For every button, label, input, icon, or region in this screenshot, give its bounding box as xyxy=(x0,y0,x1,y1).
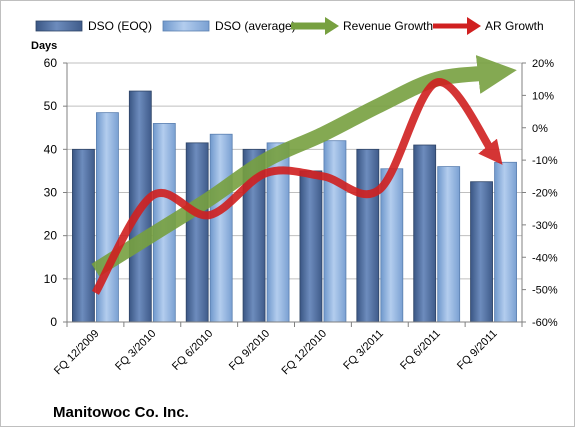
legend-label: Revenue Growth xyxy=(343,19,433,33)
y-right-tick-label: -10% xyxy=(532,155,558,167)
y-left-tick-label: 30 xyxy=(44,186,58,200)
bar-dso-average xyxy=(209,133,233,323)
y-left-tick-label: 0 xyxy=(50,315,57,329)
legend-label: AR Growth xyxy=(485,19,544,33)
legend-arrowhead xyxy=(467,17,481,35)
y-left-tick-label: 10 xyxy=(44,272,58,286)
legend-swatch xyxy=(162,20,210,32)
y-right-tick-label: -40% xyxy=(532,252,558,264)
bar-dso-eoq xyxy=(72,148,95,323)
bar-dso-average xyxy=(323,140,347,323)
growth-lines xyxy=(91,55,517,295)
y-left-tick-label: 40 xyxy=(44,142,58,156)
y-right-tick-label: -20% xyxy=(532,188,558,200)
y-right-tick-label: -30% xyxy=(532,220,558,232)
x-tick-label: FQ 12/2009 xyxy=(52,328,102,378)
y-right-tick-label: -60% xyxy=(532,317,558,329)
line-ar-growth xyxy=(91,78,503,295)
legend-label: DSO (EOQ) xyxy=(88,19,152,33)
legend-swatch xyxy=(35,20,83,32)
x-tick-label: FQ 12/2010 xyxy=(279,328,329,378)
x-tick-label: FQ 3/2011 xyxy=(341,328,386,373)
y-left-tick-label: 20 xyxy=(44,229,58,243)
bar-dso-eoq xyxy=(413,144,437,323)
x-tick-label: FQ 6/2010 xyxy=(170,328,215,373)
y-right-tick-label: -50% xyxy=(532,285,558,297)
y-left-tick-label: 50 xyxy=(44,99,58,113)
y-left-tick-label: 60 xyxy=(44,56,58,70)
bar-dso-average xyxy=(380,168,404,323)
bar-dso-average xyxy=(437,166,461,323)
legend: DSO (EOQ) DSO (average) Revenue Growth AR G… xyxy=(35,17,544,35)
x-tick-label: FQ 6/2011 xyxy=(398,328,443,373)
bar-dso-average xyxy=(494,161,517,323)
x-tick-label: FQ 9/2011 xyxy=(455,328,500,373)
x-tick-label: FQ 3/2010 xyxy=(113,328,158,373)
line-revenue-growth xyxy=(91,55,517,277)
y-right-tick-label: 0% xyxy=(532,123,548,135)
company-label: Manitowoc Co. Inc. xyxy=(53,404,189,421)
legend-arrowhead xyxy=(325,17,339,35)
x-tick-label: FQ 9/2010 xyxy=(227,328,272,373)
bar-dso-eoq xyxy=(299,170,323,323)
bar-dso-eoq xyxy=(470,181,493,323)
y-left-axis-title: Days xyxy=(31,40,57,52)
bar-dso-eoq xyxy=(185,142,209,323)
bar-dso-eoq xyxy=(356,148,380,323)
y-right-tick-label: 10% xyxy=(532,90,554,102)
legend-label: DSO (average) xyxy=(215,19,296,33)
y-right-tick-label: 20% xyxy=(532,58,554,70)
